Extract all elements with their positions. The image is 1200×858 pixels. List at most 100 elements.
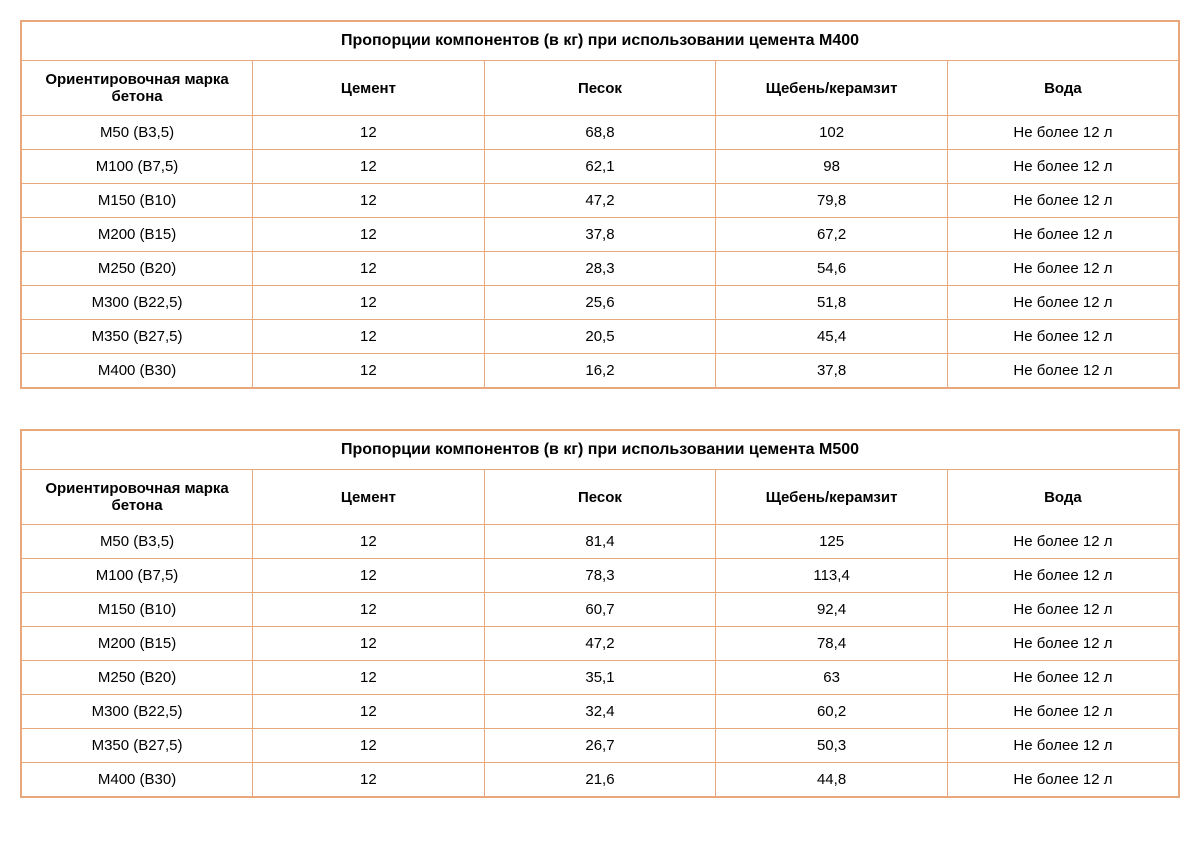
table-cell: Не более 12 л [947,354,1179,389]
table-row: М100 (В7,5)1262,198Не более 12 л [21,150,1179,184]
table-cell: М350 (В27,5) [21,320,253,354]
column-header-0: Ориентировочная марка бетона [21,470,253,525]
table-cell: М300 (В22,5) [21,695,253,729]
table-cell: 12 [253,320,485,354]
table-cell: Не более 12 л [947,525,1179,559]
table-cell: М350 (В27,5) [21,729,253,763]
table-cell: 12 [253,525,485,559]
table-cell: Не более 12 л [947,695,1179,729]
column-header-3: Щебень/керамзит [716,61,948,116]
column-header-1: Цемент [253,61,485,116]
table-cell: 44,8 [716,763,948,798]
table-cell: 12 [253,286,485,320]
table-cell: 102 [716,116,948,150]
proportions-table-1: Пропорции компонентов (в кг) при использ… [20,429,1180,798]
table-cell: Не более 12 л [947,286,1179,320]
table-cell: Не более 12 л [947,593,1179,627]
table-cell: 25,6 [484,286,716,320]
table-cell: 32,4 [484,695,716,729]
table-cell: 67,2 [716,218,948,252]
table-cell: 20,5 [484,320,716,354]
table-cell: М100 (В7,5) [21,150,253,184]
table-row: М100 (В7,5)1278,3113,4Не более 12 л [21,559,1179,593]
column-header-2: Песок [484,61,716,116]
table-cell: 78,3 [484,559,716,593]
table-cell: Не более 12 л [947,320,1179,354]
table-cell: М100 (В7,5) [21,559,253,593]
table-row: М350 (В27,5)1220,545,4Не более 12 л [21,320,1179,354]
table-cell: Не более 12 л [947,661,1179,695]
table-cell: Не более 12 л [947,218,1179,252]
table-row: М400 (В30)1221,644,8Не более 12 л [21,763,1179,798]
proportions-table-0: Пропорции компонентов (в кг) при использ… [20,20,1180,389]
table-row: М200 (В15)1237,867,2Не более 12 л [21,218,1179,252]
table-cell: 92,4 [716,593,948,627]
table-cell: 81,4 [484,525,716,559]
table-cell: Не более 12 л [947,150,1179,184]
table-cell: 68,8 [484,116,716,150]
table-cell: 26,7 [484,729,716,763]
table-cell: 60,2 [716,695,948,729]
table-cell: 12 [253,763,485,798]
table-cell: М300 (В22,5) [21,286,253,320]
table-cell: 60,7 [484,593,716,627]
column-header-0: Ориентировочная марка бетона [21,61,253,116]
table-row: М300 (В22,5)1225,651,8Не более 12 л [21,286,1179,320]
table-cell: М250 (В20) [21,661,253,695]
table-cell: 12 [253,354,485,389]
table-cell: 12 [253,729,485,763]
table-cell: 16,2 [484,354,716,389]
table-cell: 62,1 [484,150,716,184]
table-cell: 50,3 [716,729,948,763]
table-cell: 12 [253,695,485,729]
table-cell: Не более 12 л [947,729,1179,763]
table-row: М350 (В27,5)1226,750,3Не более 12 л [21,729,1179,763]
table-row: М400 (В30)1216,237,8Не более 12 л [21,354,1179,389]
table-title: Пропорции компонентов (в кг) при использ… [21,21,1179,61]
table-row: М50 (В3,5)1281,4125Не более 12 л [21,525,1179,559]
table-cell: 12 [253,559,485,593]
table-header-row: Ориентировочная марка бетонаЦементПесокЩ… [21,61,1179,116]
column-header-1: Цемент [253,470,485,525]
table-cell: 35,1 [484,661,716,695]
table-cell: М250 (В20) [21,252,253,286]
table-cell: 12 [253,150,485,184]
table-cell: 47,2 [484,627,716,661]
table-cell: Не более 12 л [947,627,1179,661]
table-cell: М200 (В15) [21,627,253,661]
table-cell: 78,4 [716,627,948,661]
table-cell: М400 (В30) [21,354,253,389]
table-row: М50 (В3,5)1268,8102Не более 12 л [21,116,1179,150]
table-row: М300 (В22,5)1232,460,2Не более 12 л [21,695,1179,729]
table-cell: М50 (В3,5) [21,525,253,559]
table-cell: Не более 12 л [947,559,1179,593]
table-cell: М200 (В15) [21,218,253,252]
table-title: Пропорции компонентов (в кг) при использ… [21,430,1179,470]
column-header-3: Щебень/керамзит [716,470,948,525]
table-header-row: Ориентировочная марка бетонаЦементПесокЩ… [21,470,1179,525]
table-cell: 54,6 [716,252,948,286]
table-row: М200 (В15)1247,278,4Не более 12 л [21,627,1179,661]
table-cell: 12 [253,252,485,286]
table-cell: Не более 12 л [947,184,1179,218]
table-row: М150 (В10)1247,279,8Не более 12 л [21,184,1179,218]
column-header-2: Песок [484,470,716,525]
table-title-row: Пропорции компонентов (в кг) при использ… [21,430,1179,470]
table-cell: 12 [253,593,485,627]
table-row: М250 (В20)1228,354,6Не более 12 л [21,252,1179,286]
column-header-4: Вода [947,61,1179,116]
table-cell: 12 [253,218,485,252]
table-cell: 37,8 [484,218,716,252]
column-header-4: Вода [947,470,1179,525]
table-row: М150 (В10)1260,792,4Не более 12 л [21,593,1179,627]
table-container-0: Пропорции компонентов (в кг) при использ… [20,20,1180,389]
table-row: М250 (В20)1235,163Не более 12 л [21,661,1179,695]
table-title-row: Пропорции компонентов (в кг) при использ… [21,21,1179,61]
table-cell: 79,8 [716,184,948,218]
table-cell: 12 [253,116,485,150]
table-cell: 28,3 [484,252,716,286]
table-cell: Не более 12 л [947,763,1179,798]
table-cell: 125 [716,525,948,559]
table-cell: 113,4 [716,559,948,593]
table-cell: Не более 12 л [947,252,1179,286]
